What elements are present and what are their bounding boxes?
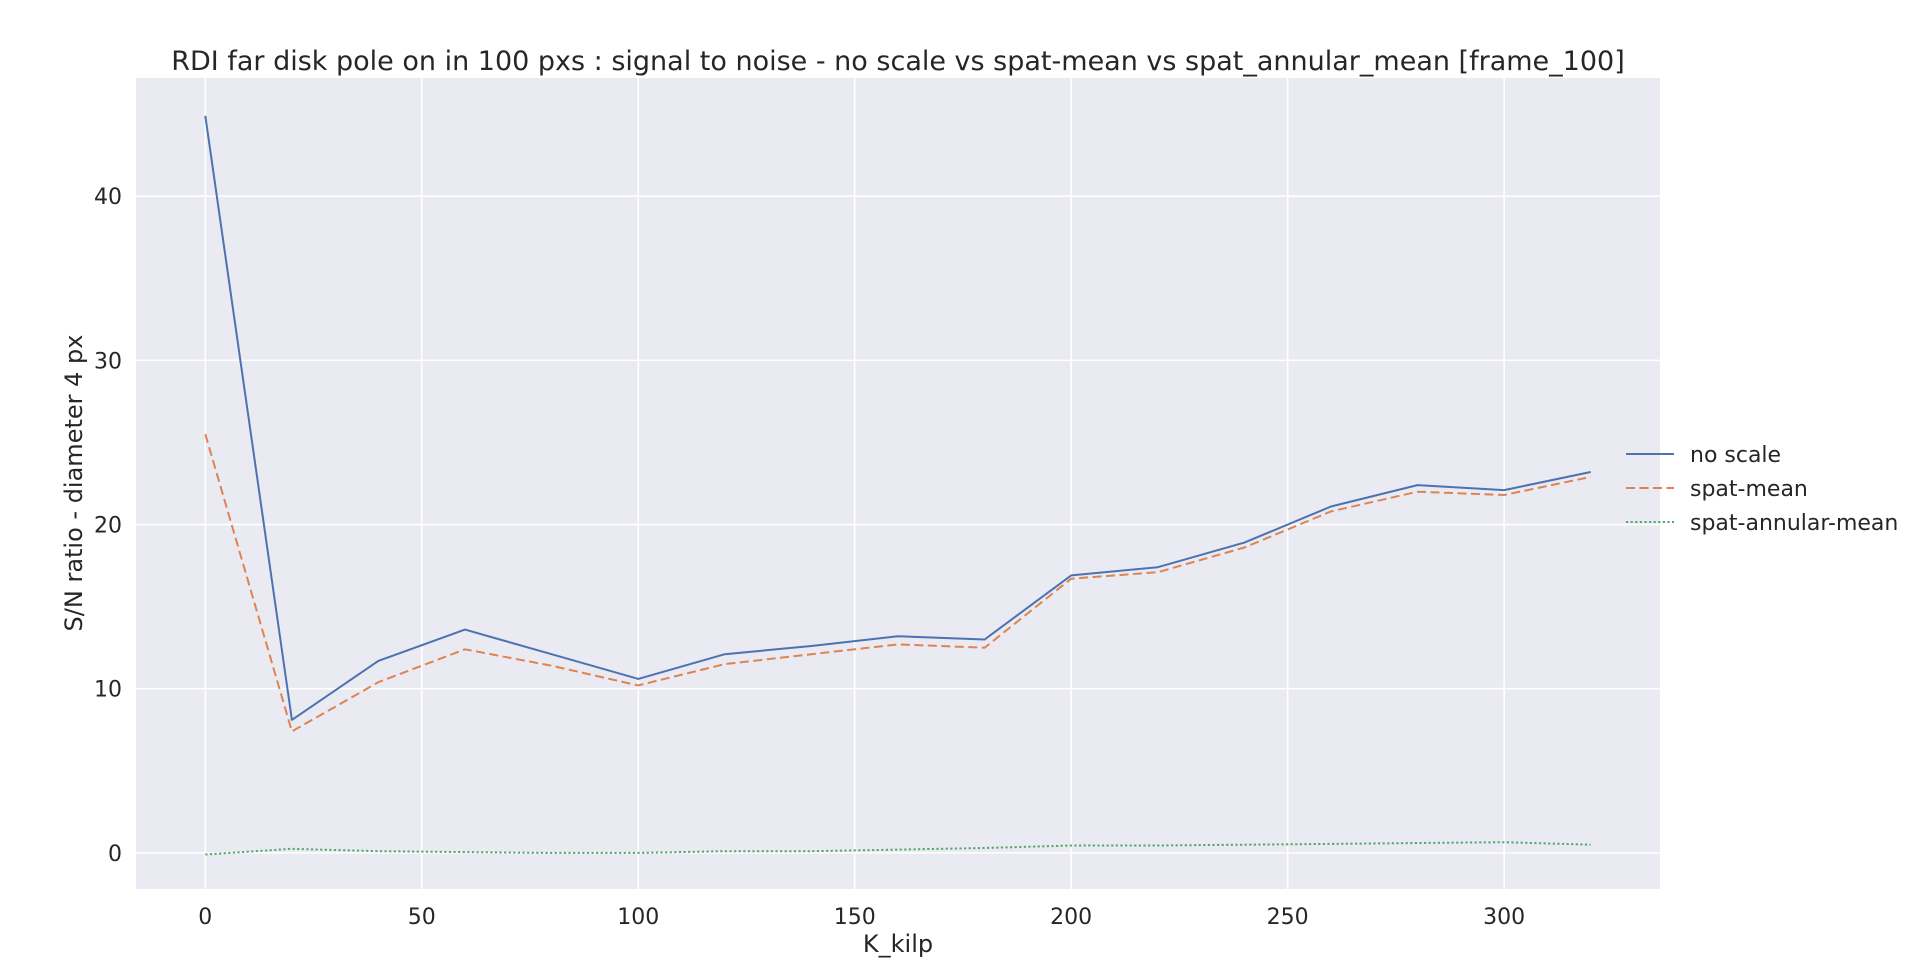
y-tick-label: 10 bbox=[94, 678, 122, 703]
legend-label: spat-annular-mean bbox=[1690, 511, 1898, 536]
x-tick-label: 200 bbox=[1050, 905, 1092, 930]
y-axis-label: S/N ratio - diameter 4 px bbox=[60, 335, 88, 632]
x-tick-label: 50 bbox=[408, 905, 436, 930]
y-tick-label: 0 bbox=[108, 842, 122, 867]
x-tick-label: 100 bbox=[617, 905, 659, 930]
series-line-spat-annular-mean bbox=[205, 841, 1591, 856]
y-axis-ticks: 0 10 20 30 40 bbox=[94, 185, 122, 867]
y-tick-label: 30 bbox=[94, 349, 122, 374]
series-lines bbox=[204, 115, 1591, 856]
series-line-no-scale bbox=[204, 115, 1591, 721]
y-tick-label: 40 bbox=[94, 185, 122, 210]
y-tick-label: 20 bbox=[94, 514, 122, 539]
x-tick-label: 150 bbox=[834, 905, 876, 930]
grid-lines bbox=[136, 78, 1660, 889]
plot-area bbox=[136, 78, 1660, 889]
x-axis-label: K_kilp bbox=[863, 930, 933, 958]
x-tick-label: 300 bbox=[1483, 905, 1525, 930]
x-tick-label: 250 bbox=[1267, 905, 1309, 930]
legend-label: no scale bbox=[1690, 443, 1781, 468]
chart-title: RDI far disk pole on in 100 pxs : signal… bbox=[171, 46, 1624, 77]
x-axis-ticks: 0 50 100 150 200 250 300 bbox=[198, 905, 1525, 930]
legend: no scale spat-mean spat-annular-mean bbox=[1626, 443, 1898, 536]
series-line-spat-mean bbox=[204, 433, 1591, 733]
x-tick-label: 0 bbox=[198, 905, 212, 930]
legend-label: spat-mean bbox=[1690, 477, 1808, 502]
